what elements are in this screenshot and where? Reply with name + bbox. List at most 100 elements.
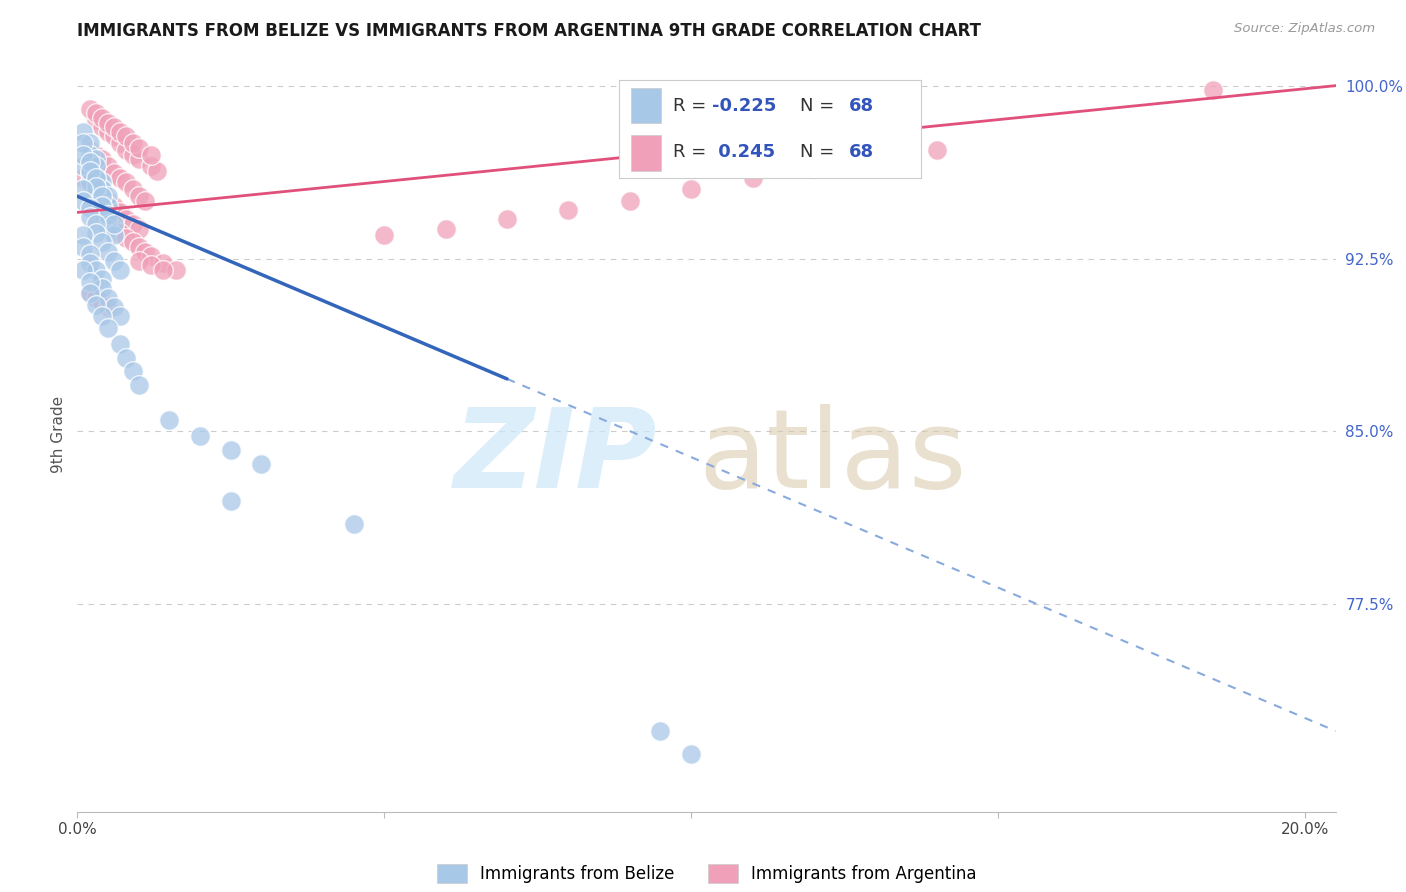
- Point: [84, 170, 107, 185]
- Point: [115, 129, 138, 144]
- Point: [72, 194, 94, 208]
- Point: [84, 148, 107, 162]
- Point: [103, 129, 125, 144]
- Point: [97, 217, 120, 231]
- Text: 0.245: 0.245: [713, 143, 776, 161]
- Point: [97, 212, 120, 227]
- Text: R =: R =: [673, 143, 718, 161]
- Point: [557, 203, 579, 218]
- Point: [1202, 83, 1225, 97]
- Point: [121, 235, 143, 250]
- Point: [84, 153, 107, 167]
- Point: [128, 240, 150, 254]
- Point: [97, 300, 120, 314]
- Point: [79, 136, 101, 151]
- Text: 68: 68: [848, 97, 873, 115]
- Point: [79, 210, 101, 224]
- Point: [681, 747, 703, 761]
- Point: [72, 148, 94, 162]
- Point: [84, 226, 107, 240]
- Y-axis label: 9th Grade: 9th Grade: [51, 396, 66, 474]
- Point: [97, 115, 120, 129]
- Point: [152, 256, 174, 270]
- Point: [134, 194, 156, 208]
- Point: [84, 180, 107, 194]
- Point: [90, 205, 112, 219]
- Point: [90, 176, 112, 190]
- Text: -0.225: -0.225: [713, 97, 776, 115]
- Point: [79, 176, 101, 190]
- Point: [103, 120, 125, 135]
- Point: [90, 281, 112, 295]
- Point: [79, 166, 101, 180]
- Point: [110, 226, 132, 240]
- Point: [121, 364, 143, 378]
- Point: [97, 320, 120, 334]
- Point: [84, 189, 107, 203]
- Point: [97, 208, 120, 222]
- Point: [139, 159, 162, 173]
- Point: [90, 235, 112, 250]
- Point: [803, 161, 825, 176]
- Point: [188, 429, 211, 443]
- Point: [72, 240, 94, 254]
- Point: [90, 189, 112, 203]
- Point: [128, 253, 150, 268]
- Point: [342, 516, 364, 531]
- Point: [146, 164, 169, 178]
- Point: [496, 212, 519, 227]
- Point: [373, 228, 395, 243]
- Point: [84, 291, 107, 305]
- Text: atlas: atlas: [699, 404, 966, 511]
- Point: [110, 263, 132, 277]
- Point: [925, 143, 948, 157]
- Point: [103, 166, 125, 180]
- Point: [79, 201, 101, 215]
- Point: [90, 182, 112, 196]
- Point: [681, 182, 703, 196]
- Point: [110, 125, 132, 139]
- Point: [97, 221, 120, 235]
- Point: [619, 194, 641, 208]
- Point: [79, 256, 101, 270]
- Point: [134, 244, 156, 259]
- Point: [79, 286, 101, 301]
- Bar: [631, 88, 661, 123]
- Point: [97, 198, 120, 212]
- Text: N =: N =: [800, 97, 839, 115]
- Point: [115, 351, 138, 365]
- Point: [865, 153, 887, 167]
- Point: [90, 295, 112, 310]
- Point: [650, 724, 672, 739]
- Point: [79, 247, 101, 261]
- Point: [84, 159, 107, 173]
- Point: [115, 143, 138, 157]
- Point: [219, 493, 242, 508]
- Point: [741, 170, 763, 185]
- Point: [219, 442, 242, 457]
- Point: [90, 198, 112, 212]
- Point: [72, 182, 94, 196]
- Text: 68: 68: [848, 143, 873, 161]
- Point: [79, 275, 101, 289]
- Point: [84, 170, 107, 185]
- Point: [84, 263, 107, 277]
- Point: [72, 125, 94, 139]
- Point: [79, 164, 101, 178]
- Bar: [631, 136, 661, 170]
- Point: [84, 297, 107, 311]
- Point: [72, 263, 94, 277]
- Point: [121, 217, 143, 231]
- Text: IMMIGRANTS FROM BELIZE VS IMMIGRANTS FROM ARGENTINA 9TH GRADE CORRELATION CHART: IMMIGRANTS FROM BELIZE VS IMMIGRANTS FRO…: [77, 22, 981, 40]
- Point: [90, 272, 112, 286]
- Point: [128, 221, 150, 235]
- Point: [103, 198, 125, 212]
- Point: [139, 259, 162, 273]
- Point: [110, 136, 132, 151]
- Text: N =: N =: [800, 143, 839, 161]
- Point: [72, 159, 94, 173]
- Point: [110, 309, 132, 323]
- Point: [90, 153, 112, 167]
- Point: [84, 182, 107, 196]
- Point: [90, 309, 112, 323]
